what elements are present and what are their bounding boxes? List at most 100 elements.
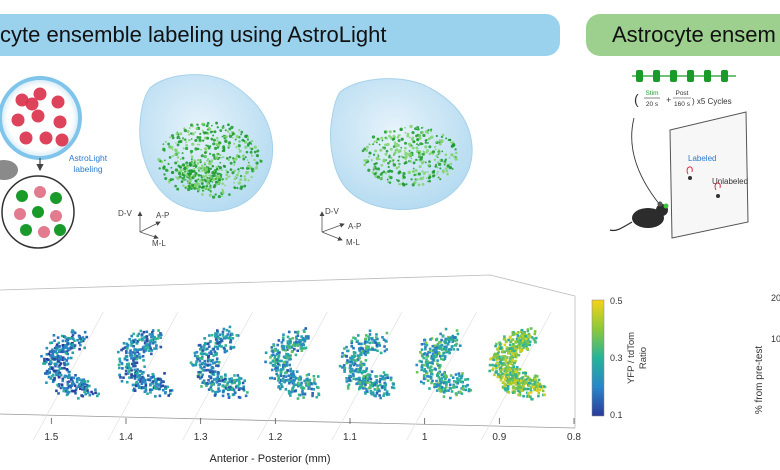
heatmap-voxel (156, 387, 159, 390)
heatmap-voxel (443, 381, 446, 385)
heatmap-voxel (373, 339, 376, 343)
heatmap-voxel (270, 346, 274, 349)
fiber-light (663, 203, 669, 209)
heatmap-voxel (433, 352, 437, 356)
heatmap-voxel (300, 349, 304, 353)
heatmap-voxel (159, 333, 163, 337)
cell-dot-left (233, 181, 236, 184)
cell-dot-left (224, 184, 226, 187)
cell-dot-right (413, 173, 416, 177)
heatmap-voxel (291, 375, 294, 379)
heatmap-voxel (149, 383, 152, 386)
heatmap-voxel (142, 378, 146, 381)
heatmap-voxel (359, 360, 363, 364)
heatmap-voxel (215, 352, 219, 355)
heatmap-voxel (311, 392, 314, 395)
cell-dot-left (174, 184, 178, 188)
heatmap-voxel (214, 332, 217, 335)
heatmap-voxel (506, 381, 510, 384)
heatmap-voxel (503, 385, 507, 389)
cell-dot-left (215, 166, 218, 169)
heatmap-voxel (141, 375, 144, 379)
heatmap-voxel (145, 343, 148, 346)
heatmap-voxel (66, 380, 70, 384)
heatmap-voxel (130, 340, 133, 343)
heatmap-voxel (350, 344, 354, 348)
heatmap-voxel (513, 390, 516, 393)
heatmap-voxel (123, 346, 127, 349)
heatmap-voxel (195, 356, 199, 360)
heatmap-voxel (461, 384, 465, 388)
heatmap-voxel (533, 388, 537, 392)
cell-dot-right (443, 160, 447, 164)
cell-dot-left (162, 147, 166, 152)
cell-dot-right (372, 166, 376, 169)
heatmap-voxel (439, 332, 442, 336)
heatmap-voxel (519, 348, 522, 352)
cell-dot-left (211, 195, 216, 199)
heatmap-voxel (151, 329, 155, 332)
heatmap-voxel (133, 389, 137, 392)
heatmap-voxel (543, 393, 546, 397)
heatmap-voxel (74, 391, 77, 395)
heatmap-voxel (438, 344, 442, 348)
heatmap-voxel (291, 371, 295, 375)
cell-dot-left (183, 179, 186, 181)
heatmap-voxel (201, 352, 205, 356)
cell-dot-left (183, 138, 187, 141)
heatmap-voxel (221, 384, 224, 388)
heatmap-voxel (91, 392, 95, 396)
heatmap-voxel (383, 349, 387, 353)
heatmap-voxel (66, 352, 69, 356)
heatmap-voxel (141, 354, 145, 358)
heatmap-voxel (515, 365, 519, 369)
heatmap-voxel (61, 377, 65, 381)
cell-dot-right (423, 151, 426, 154)
cell-dot-left (185, 161, 189, 165)
heatmap-voxel (216, 342, 219, 345)
heatmap-voxel (450, 345, 454, 349)
heatmap-voxel (443, 389, 447, 392)
cell-dot-left (233, 186, 237, 190)
cell-dot-left (197, 166, 201, 171)
cell-dot-left (179, 170, 183, 173)
cell-dot-right (393, 130, 396, 133)
heatmap-voxel (66, 386, 70, 390)
cell-dot-left (244, 134, 248, 139)
heatmap-voxel (203, 337, 206, 340)
cell-dot-left (174, 161, 178, 165)
cell-dot-left (174, 152, 177, 156)
heatmap-voxel (201, 381, 204, 385)
heatmap-voxel (429, 365, 433, 369)
heatmap-voxel (379, 377, 382, 381)
heatmap-voxel (231, 386, 234, 390)
heatmap-voxel (307, 336, 310, 340)
cell-dot-left (259, 159, 263, 163)
heatmap-voxel (534, 340, 537, 344)
heatmap-voxel (356, 364, 359, 367)
heatmap-voxel (66, 338, 70, 342)
heatmap-voxel (368, 329, 372, 333)
heatmap-voxel (464, 388, 468, 392)
heatmap-voxel (533, 332, 537, 336)
heatmap-voxel (45, 353, 49, 356)
heatmap-voxel (360, 382, 364, 385)
heatmap-voxel (289, 357, 292, 361)
cell-dot-left (182, 171, 186, 175)
heatmap-voxel (539, 385, 542, 389)
heatmap-voxel (275, 358, 279, 362)
heatmap-voxel (378, 380, 382, 384)
cell-dot-right (449, 162, 453, 166)
cell-dot-left (201, 166, 205, 170)
heatmap-voxel (61, 345, 65, 349)
heatmap-voxel (369, 383, 372, 387)
cell-dot-left (197, 147, 200, 151)
heatmap-voxel (128, 337, 131, 341)
cell-dot-left (167, 162, 170, 165)
cell-dot-left (216, 146, 220, 149)
heatmap-voxel (293, 378, 296, 382)
heatmap-voxel (118, 357, 121, 361)
cell-dot-right (393, 141, 396, 144)
heatmap-voxel (445, 385, 448, 389)
heatmap-voxel (136, 382, 140, 385)
